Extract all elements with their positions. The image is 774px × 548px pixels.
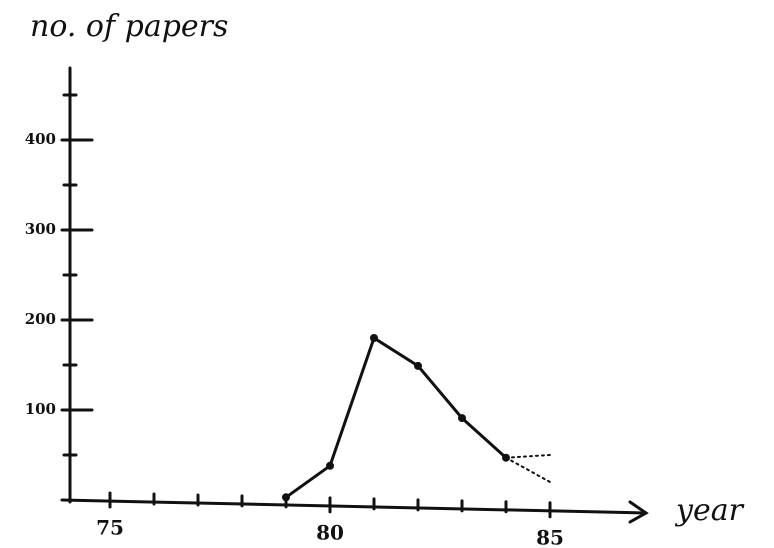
- data-point: [370, 334, 378, 342]
- x-tick-label: 80: [316, 520, 344, 544]
- data-point: [282, 493, 290, 502]
- y-tick-label: 100: [25, 400, 56, 418]
- y-tick-label: 300: [25, 220, 56, 238]
- x-tick-label: 85: [536, 525, 564, 548]
- y-tick-label: 200: [25, 310, 56, 328]
- x-axis: [60, 498, 648, 515]
- data-point: [458, 414, 466, 423]
- x-tick-label: 75: [96, 515, 124, 539]
- data-line: [284, 336, 508, 499]
- y-axis-label: no. of papers: [30, 9, 228, 44]
- data-point: [414, 361, 422, 370]
- projection-line: [505, 454, 551, 459]
- projection-line: [505, 456, 551, 483]
- x-axis-label: year: [674, 493, 745, 528]
- x-axis-arrow: [628, 500, 649, 524]
- y-tick-label: 400: [25, 130, 56, 148]
- data-point: [326, 461, 334, 470]
